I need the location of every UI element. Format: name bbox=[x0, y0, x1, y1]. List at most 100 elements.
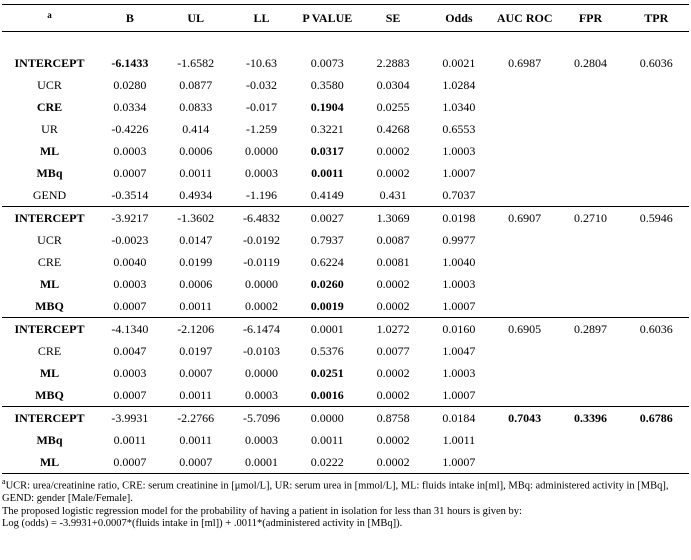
table-cell: 0.0000 bbox=[244, 365, 278, 380]
column-header: FPR bbox=[557, 4, 624, 32]
table-cell: 0.0007 bbox=[179, 365, 213, 380]
table-cell: 0.0002 bbox=[376, 365, 410, 380]
table-cell: 0.0002 bbox=[376, 454, 410, 469]
table-cell: 0.3396 bbox=[557, 406, 624, 429]
table-cell: 0.6036 bbox=[639, 55, 673, 70]
table-cell bbox=[623, 451, 689, 474]
table-cell: 0.0002 bbox=[376, 298, 410, 313]
table-cell: 0.0002 bbox=[376, 387, 410, 402]
footnote-abbreviations-text: UCR: urea/creatinine ratio, CRE: serum c… bbox=[2, 480, 669, 505]
table-cell bbox=[97, 32, 163, 53]
table-cell: 0.0003 bbox=[244, 432, 278, 447]
column-header: SE bbox=[360, 4, 426, 32]
table-cell: 1.0011 bbox=[442, 432, 476, 447]
table-cell bbox=[623, 162, 689, 184]
table-cell: 0.0002 bbox=[376, 432, 410, 447]
table-cell: 0.1904 bbox=[310, 99, 344, 114]
table-cell: -0.032 bbox=[245, 77, 277, 92]
table-cell: 0.0000 bbox=[244, 143, 278, 158]
row-label: INTERCEPT bbox=[2, 406, 97, 429]
table-cell bbox=[492, 140, 558, 162]
table-cell: 1.0003 bbox=[442, 365, 476, 380]
table-cell: 0.0021 bbox=[442, 55, 476, 70]
table-cell bbox=[558, 451, 624, 474]
row-label: CRE bbox=[36, 99, 63, 114]
table-cell: -2.2766 bbox=[162, 406, 229, 429]
table-cell: 0.0016 bbox=[310, 387, 344, 402]
table-cell bbox=[558, 184, 624, 207]
table-cell bbox=[623, 140, 689, 162]
table-cell bbox=[492, 74, 558, 96]
table-cell: -5.7096 bbox=[228, 406, 295, 429]
table-cell: 1.3069 bbox=[360, 206, 426, 229]
table-cell bbox=[492, 295, 558, 318]
table-cell: -0.0023 bbox=[111, 232, 149, 247]
table-cell: 0.0007 bbox=[179, 454, 213, 469]
row-label bbox=[2, 32, 97, 53]
table-cell bbox=[492, 384, 558, 407]
table-cell bbox=[558, 74, 624, 96]
table-row: ML 0.0003 0.0007 0.0000 0.0251 0.0002 1.0003 bbox=[2, 362, 689, 384]
table-cell: -0.3514 bbox=[111, 187, 149, 202]
table-cell: 0.6553 bbox=[442, 121, 476, 136]
row-label: INTERCEPT bbox=[2, 317, 97, 340]
table-cell: 1.0007 bbox=[442, 454, 476, 469]
table-cell: 0.2804 bbox=[573, 55, 607, 70]
table-cell: 0.0160 bbox=[425, 317, 492, 340]
table-row: MBQ 0.0007 0.0011 0.0003 0.0016 0.0002 1.0007 bbox=[2, 384, 689, 407]
table-cell bbox=[492, 429, 558, 451]
table-cell: 0.0040 bbox=[113, 254, 147, 269]
table-cell: 0.0251 bbox=[310, 365, 344, 380]
table-cell bbox=[492, 362, 558, 384]
table-row: MBq 0.0011 0.0011 0.0003 0.0011 0.0002 1.0011 bbox=[2, 429, 689, 451]
table-cell: 0.0002 bbox=[376, 165, 410, 180]
table-row: CRE 0.0040 0.0199 -0.0119 0.6224 0.0081 1.0040 bbox=[2, 251, 689, 273]
table-row: CRE 0.0047 0.0197 -0.0103 0.5376 0.0077 1.0047 bbox=[2, 340, 689, 362]
row-label: GEND bbox=[32, 187, 67, 202]
row-label: ML bbox=[39, 276, 60, 291]
table-cell: 0.0011 bbox=[179, 298, 212, 313]
footnotes: aUCR: urea/creatinine ratio, CRE: serum … bbox=[2, 477, 689, 531]
table-cell: 0.3221 bbox=[310, 121, 344, 136]
table-row: ML 0.0007 0.0007 0.0001 0.0222 0.0002 1.0007 bbox=[2, 451, 689, 474]
table-cell: 0.0011 bbox=[311, 432, 344, 447]
row-label: INTERCEPT bbox=[14, 55, 85, 70]
table-cell: 0.0019 bbox=[310, 298, 344, 313]
table-cell bbox=[623, 251, 689, 273]
row-label: CRE bbox=[37, 254, 62, 269]
table-cell: -1.6582 bbox=[177, 55, 215, 70]
table-cell: 0.6907 bbox=[491, 206, 558, 229]
table-cell: 1.0007 bbox=[442, 165, 476, 180]
table-cell: 0.0280 bbox=[113, 77, 147, 92]
table-cell bbox=[623, 295, 689, 318]
table-cell: 0.0198 bbox=[425, 206, 492, 229]
table-cell: 1.0007 bbox=[442, 298, 476, 313]
table-cell: 0.0003 bbox=[244, 165, 278, 180]
table-cell: 0.0003 bbox=[113, 365, 147, 380]
column-header: AUC ROC bbox=[491, 4, 558, 32]
table-cell: 0.4149 bbox=[310, 187, 344, 202]
table-cell bbox=[492, 118, 558, 140]
table-cell: 1.0284 bbox=[442, 77, 476, 92]
table-row: MBq 0.0007 0.0011 0.0003 0.0011 0.0002 1.0007 bbox=[2, 162, 689, 184]
table-cell: 0.0007 bbox=[113, 298, 147, 313]
row-label: INTERCEPT bbox=[2, 206, 97, 229]
table-cell: 0.7043 bbox=[491, 406, 558, 429]
table-cell: 0.0002 bbox=[376, 143, 410, 158]
table-cell: 0.0011 bbox=[179, 165, 212, 180]
table-cell: -0.017 bbox=[245, 99, 277, 114]
footnote-abbreviations: aUCR: urea/creatinine ratio, CRE: serum … bbox=[2, 477, 689, 506]
table-row: MBQ 0.0007 0.0011 0.0002 0.0019 0.0002 1.0007 bbox=[2, 295, 689, 318]
table-cell bbox=[623, 362, 689, 384]
table-cell bbox=[558, 118, 624, 140]
table-cell bbox=[426, 32, 492, 53]
table-cell: 0.2897 bbox=[557, 317, 624, 340]
table-cell bbox=[558, 140, 624, 162]
column-header: B bbox=[97, 4, 163, 32]
table-cell bbox=[558, 162, 624, 184]
table-cell bbox=[492, 451, 558, 474]
table-cell: 0.0184 bbox=[425, 406, 492, 429]
table-row: ML 0.0003 0.0006 0.0000 0.0260 0.0002 1.0003 bbox=[2, 273, 689, 295]
table-cell: 0.2710 bbox=[557, 206, 624, 229]
table-cell: -1.3602 bbox=[162, 206, 229, 229]
